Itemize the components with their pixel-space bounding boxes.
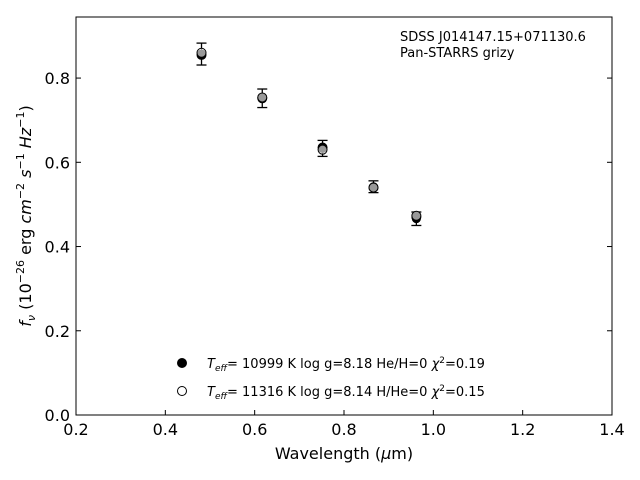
x-axis-ticks: 0.2 0.4 0.6 0.8 1.0 1.2 1.4 bbox=[63, 410, 625, 439]
model-point-open bbox=[257, 92, 268, 103]
x-tick-label: 1.2 bbox=[510, 420, 535, 439]
x-tick-label: 0.6 bbox=[242, 420, 267, 439]
y-tick-label: 0.6 bbox=[45, 153, 70, 172]
model-point-open bbox=[317, 144, 328, 155]
x-tick-label: 0.8 bbox=[331, 420, 356, 439]
x-tick-label: 0.2 bbox=[63, 420, 88, 439]
x-tick-label: 1.0 bbox=[421, 420, 446, 439]
y-tick-label: 0.0 bbox=[45, 406, 70, 425]
y-tick-label: 0.2 bbox=[45, 322, 70, 341]
annotation-survey: Pan-STARRS grizy bbox=[400, 46, 515, 61]
observed-points bbox=[196, 42, 422, 227]
legend-entry-1: Teff= 10999 K log g=8.18 He/H=0 χ2=0.19 bbox=[207, 356, 485, 374]
y-tick-label: 0.8 bbox=[45, 69, 70, 88]
x-tick-label: 0.4 bbox=[153, 420, 178, 439]
legend-marker-filled bbox=[177, 358, 187, 368]
model-point-open bbox=[368, 182, 379, 193]
legend: Teff= 10999 K log g=8.18 He/H=0 χ2=0.19 … bbox=[177, 356, 485, 402]
y-tick-label: 0.4 bbox=[45, 238, 70, 257]
x-tick-label: 1.4 bbox=[599, 420, 624, 439]
annotation-object-name: SDSS J014147.15+071130.6 bbox=[400, 30, 586, 45]
plot-frame bbox=[75, 16, 613, 416]
y-axis-label: fν (10−26 erg cm−2 s−1 Hz−1) bbox=[14, 105, 38, 326]
legend-entry-2: Teff= 11316 K log g=8.14 H/He=0 χ2=0.15 bbox=[207, 384, 485, 402]
y-axis-ticks: 0.0 0.2 0.4 0.6 0.8 bbox=[45, 69, 612, 425]
model-points bbox=[196, 47, 422, 223]
x-axis-label: Wavelength (μm) bbox=[275, 444, 413, 463]
model-point-open bbox=[196, 47, 207, 58]
model-point-open bbox=[411, 210, 422, 221]
legend-marker-open bbox=[177, 386, 187, 396]
